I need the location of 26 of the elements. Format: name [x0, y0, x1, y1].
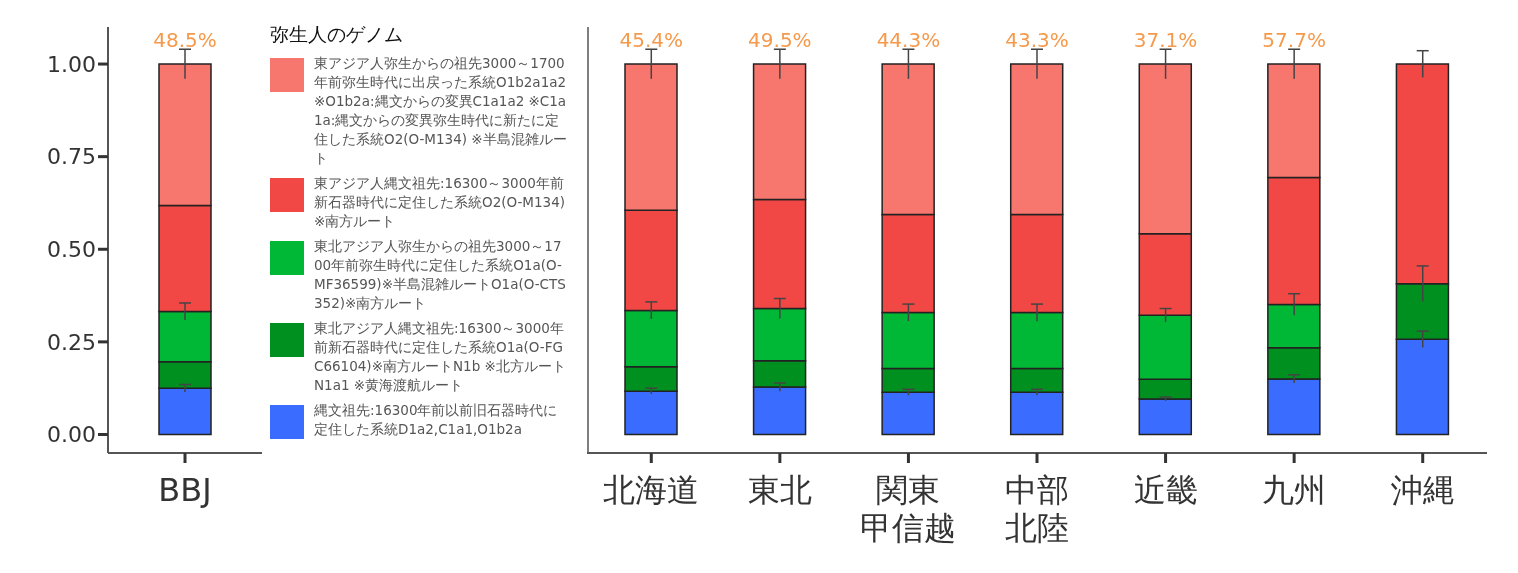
- text: 東アジア人弥生からの祖先3000～1700年前弥生時代に出戻った系統O1b2a1a2 ※O1b2a:縄文からの変異C1a1a2 ※C1a1a:縄文からの変異弥生時代に新たに定住した系統O2(O-M134) ※半島混雑ルート: [314, 54, 568, 168]
- annotation: 48.5%: [153, 28, 217, 53]
- annotation: 57.7%: [1262, 28, 1326, 53]
- x-tick-label: 東北: [747, 471, 812, 509]
- y-tick-label: 0.00: [47, 422, 96, 448]
- annotation: 49.5%: [748, 28, 812, 53]
- x-tick-label: 九州: [1262, 471, 1327, 509]
- text: 東アジア人縄文祖先:16300～3000年前新石器時代に定住した系統O2(O-M134) ※南方ルート: [314, 174, 567, 231]
- text: 縄文祖先:16300年前以前旧石器時代に定住した系統D1a2,C1a1,O1b2a: [314, 401, 559, 439]
- y-tick-label: 0.50: [47, 237, 96, 263]
- x-tick-label: 沖縄: [1390, 471, 1455, 509]
- y-tick-label: 0.75: [47, 144, 96, 170]
- x-tick-label: 北海道: [603, 471, 700, 509]
- x-tick-label: 中部北陸: [1005, 471, 1069, 547]
- y-tick-label: 1.00: [47, 51, 96, 77]
- x-tick-label: BBJ: [158, 471, 212, 509]
- legend-title: 弥生人のゲノム: [270, 22, 404, 47]
- annotation: 43.3%: [1005, 28, 1069, 53]
- x-tick-label: 関東甲信越: [860, 471, 957, 547]
- text: 東北アジア人縄文祖先:16300～3000年前新石器時代に定住した系統O1a(O-FGC66104)※南方ルートN1b ※北方ルートN1a1 ※黄海渡航ルート: [314, 319, 567, 395]
- y-tick-label: 0.25: [47, 329, 96, 355]
- text: 東北アジア人弥生からの祖先3000～1700年前弥生時代に定住した系統O1a(O-MF36599)※半島混雑ルートO1a(O-CTS352)※南方ルート: [314, 237, 567, 313]
- x-tick-label: 近畿: [1133, 471, 1198, 509]
- annotation: 45.4%: [619, 28, 684, 53]
- annotation: 37.1%: [1133, 28, 1198, 53]
- annotation: 44.3%: [876, 28, 941, 53]
